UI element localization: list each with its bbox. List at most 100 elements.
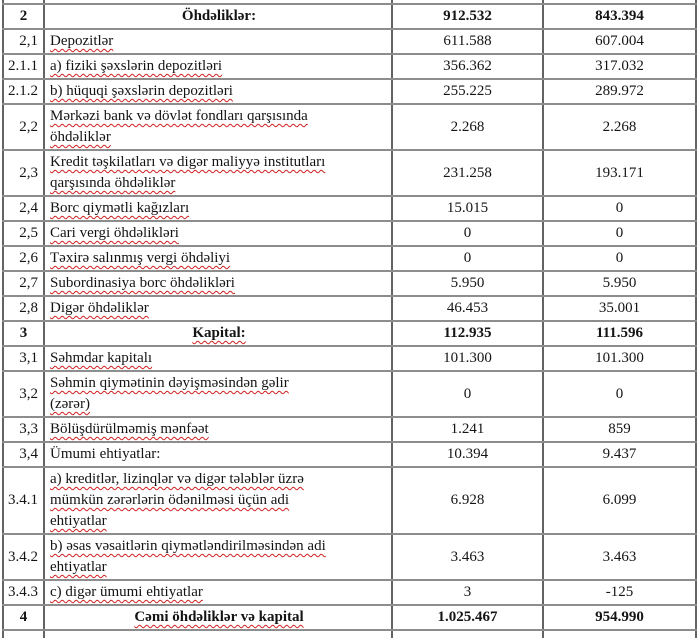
- cropped-cell: [2, 0, 45, 5]
- item-name-text: Cəmi öhdəliklər və kapital: [134, 609, 304, 625]
- row-number-cell: 2,6: [2, 245, 45, 272]
- cell-text: 5.950: [602, 275, 637, 291]
- value-previous-cell: 0: [542, 245, 697, 272]
- cell-text: 0: [615, 385, 624, 402]
- cell-text: 9.437: [602, 446, 637, 462]
- cell-text: 1.241: [450, 421, 485, 437]
- row-number-cell: 3.4.1: [2, 466, 45, 535]
- cell-text: 35.001: [598, 300, 641, 316]
- value-previous-cell: 101.300: [542, 345, 697, 372]
- item-name-cell: Səhmin qiymətinin dəyişməsindən gəlir (z…: [43, 370, 393, 418]
- cell-text: 3,3: [19, 421, 38, 437]
- value-current-cell: 6.928: [391, 466, 544, 535]
- item-name-cell: Borc qiymətli kağızları: [43, 195, 393, 222]
- row-number-cell: 2,3: [2, 149, 45, 197]
- table-row: 2.1.2 b) hüquqi şəxslərin depozitləri 255.…: [2, 78, 697, 105]
- cell-text: 3: [19, 325, 28, 341]
- table-row: 2.1.1 a) fiziki şəxslərin depozitləri 356.…: [2, 53, 697, 80]
- value-previous-cell: 9.437: [542, 441, 697, 468]
- cell-text: 2.268: [602, 118, 637, 135]
- cell-text: 2,1: [19, 33, 38, 49]
- item-name-text: b) əsas vəsaitlərin qiymətləndirilməsind…: [50, 538, 326, 575]
- row-number-cell: 2,4: [2, 195, 45, 222]
- cell-text: 101.300: [595, 350, 644, 366]
- cropped-cell: [542, 0, 697, 5]
- value-previous-cell: 35.001: [542, 295, 697, 322]
- row-number-cell: 3,3: [2, 416, 45, 443]
- item-name-text: Kredit təşkilatları və digər maliyyə ins…: [50, 154, 326, 191]
- item-name-cell: Səhmdar kapitalı: [43, 345, 393, 372]
- cell-text: 193.171: [595, 164, 644, 181]
- row-number-cell: 3.4.2: [2, 533, 45, 581]
- item-name-cell: Mərkəzi bank və dövlət fondları qarşısın…: [43, 103, 393, 151]
- cell-text: 3.463: [450, 548, 485, 565]
- table-row: 4 Cəmi öhdəliklər və kapital 1.025.467 954.…: [2, 604, 697, 631]
- row-number-cell: 3,4: [2, 441, 45, 468]
- item-name-text: c) digər ümumi ehtiyatlar: [50, 584, 203, 600]
- item-name-cell: Bölüşdürülməmiş mənfəət: [43, 416, 393, 443]
- value-previous-cell: 954.990: [542, 604, 697, 631]
- item-name-text: Səhmdar kapitalı: [50, 350, 153, 366]
- value-previous-cell: 317.032: [542, 53, 697, 80]
- value-current-cell: 5.950: [391, 270, 544, 297]
- value-current-cell: 255.225: [391, 78, 544, 105]
- value-previous-cell: 607.004: [542, 28, 697, 55]
- table-row: 2,2 Mərkəzi bank və dövlət fondları qarşı…: [2, 103, 697, 151]
- cropped-cell: [542, 629, 697, 638]
- table-row: 2,7 Subordinasiya borc öhdəlikləri 5.950 5.…: [2, 270, 697, 297]
- item-name-cell: Ümumi ehtiyatlar:: [43, 441, 393, 468]
- cell-text: 2,2: [19, 118, 38, 135]
- cell-text: 3,4: [19, 446, 38, 462]
- row-number-cell: 2,5: [2, 220, 45, 247]
- cell-text: 2,3: [19, 164, 38, 181]
- cell-text: 954.990: [595, 609, 644, 625]
- cell-text: 2,8: [19, 300, 38, 316]
- cropped-row-below: [2, 629, 697, 638]
- cell-text: 6.099: [602, 492, 637, 508]
- cell-text: 6.928: [450, 492, 485, 508]
- row-number-cell: 2,7: [2, 270, 45, 297]
- item-name-text: a) fiziki şəxslərin depozitləri: [50, 58, 223, 74]
- cell-text: 3,1: [19, 350, 38, 366]
- value-previous-cell: 2.268: [542, 103, 697, 151]
- value-previous-cell: 859: [542, 416, 697, 443]
- value-current-cell: 2.268: [391, 103, 544, 151]
- cropped-cell: [43, 0, 393, 5]
- cropped-cell: [43, 629, 393, 638]
- cell-text: 3.4.2: [8, 548, 38, 565]
- item-name-text: Digər öhdəliklər: [50, 300, 149, 316]
- table-row: 2,8 Digər öhdəliklər 46.453 35.001: [2, 295, 697, 322]
- row-number-cell: 2,8: [2, 295, 45, 322]
- table-row: 3.4.3 c) digər ümumi ehtiyatlar 3 -125: [2, 579, 697, 606]
- value-previous-cell: -125: [542, 579, 697, 606]
- cell-text: -125: [605, 584, 634, 600]
- value-previous-cell: 5.950: [542, 270, 697, 297]
- item-name-text: Subordinasiya borc öhdəlikləri: [50, 275, 235, 291]
- table-row: 3,4 Ümumi ehtiyatlar: 10.394 9.437: [2, 441, 697, 468]
- cell-text: 2.1.2: [8, 83, 38, 99]
- table-row: 3,2 Səhmin qiymətinin dəyişməsindən gəlir…: [2, 370, 697, 418]
- value-current-cell: 912.532: [391, 3, 544, 30]
- item-name-text: Mərkəzi bank və dövlət fondları qarşısın…: [50, 108, 308, 145]
- value-previous-cell: 0: [542, 195, 697, 222]
- row-number-cell: 3: [2, 320, 45, 347]
- value-current-cell: 3.463: [391, 533, 544, 581]
- row-number-cell: 2.1.2: [2, 78, 45, 105]
- value-current-cell: 101.300: [391, 345, 544, 372]
- item-name-text: Səhmin qiymətinin dəyişməsindən gəlir (z…: [50, 375, 289, 412]
- cell-text: 289.972: [595, 83, 644, 99]
- item-name-text: b) hüquqi şəxslərin depozitləri: [50, 83, 233, 99]
- table-row: 2,5 Cari vergi öhdəlikləri 0 0: [2, 220, 697, 247]
- table-row: 3,3 Bölüşdürülməmiş mənfəət 1.241 859: [2, 416, 697, 443]
- cell-text: 231.258: [443, 164, 492, 181]
- item-name-cell: Cari vergi öhdəlikləri: [43, 220, 393, 247]
- row-number-cell: 2: [2, 3, 45, 30]
- table-row: 2 Öhdəliklər: 912.532 843.394: [2, 3, 697, 30]
- item-name-text: Borc qiymətli kağızları: [50, 200, 190, 216]
- item-name-cell: Cəmi öhdəliklər və kapital: [43, 604, 393, 631]
- cell-text: 10.394: [446, 446, 489, 462]
- value-previous-cell: 193.171: [542, 149, 697, 197]
- cell-text: 101.300: [443, 350, 492, 366]
- value-current-cell: 1.241: [391, 416, 544, 443]
- item-name-text: Depozitlər: [50, 33, 114, 49]
